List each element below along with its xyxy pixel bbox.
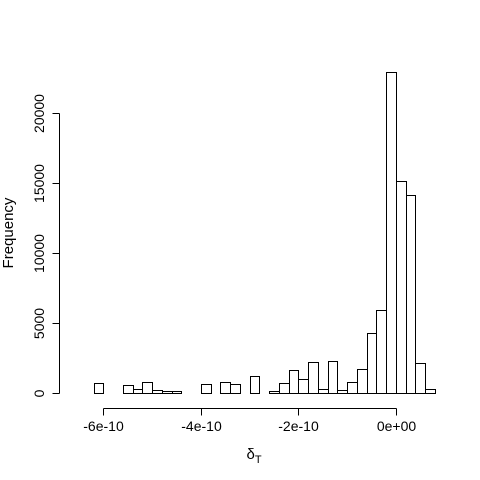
histogram-bar (386, 72, 397, 394)
histogram-bar (425, 389, 436, 394)
x-tick-label: -2e-10 (278, 418, 319, 434)
x-axis: -6e-10 -4e-10 -2e-10 0e+00 (83, 408, 417, 434)
histogram-bar (172, 391, 182, 394)
histogram-bar (152, 390, 163, 394)
x-tick-label: -4e-10 (181, 418, 222, 434)
histogram-bar (337, 390, 348, 394)
histogram-bar (269, 391, 280, 394)
histogram-bar (133, 389, 143, 394)
x-axis-title-main: δ (246, 446, 254, 463)
y-tick-label: 15000 (31, 164, 47, 203)
histogram-bar (230, 384, 241, 394)
x-tick-label: -6e-10 (83, 418, 124, 434)
histogram-bar (328, 361, 338, 394)
histogram-bar (201, 384, 212, 394)
y-tick-label: 5000 (31, 308, 47, 339)
histogram-bar (94, 383, 104, 394)
y-axis-title: Frequency (0, 197, 17, 268)
bars-group (94, 72, 436, 394)
histogram-bar (298, 379, 309, 394)
histogram-bar (220, 382, 231, 394)
histogram-bar (347, 382, 358, 394)
y-tick-label: 0 (31, 389, 47, 397)
x-axis-title-subscript: T (255, 454, 262, 466)
histogram-bar (396, 181, 407, 394)
x-axis-title: δT (246, 446, 261, 466)
histogram-bar (123, 385, 134, 394)
histogram-bar (142, 382, 153, 394)
y-axis: 0 5000 10000 15000 20000 (31, 94, 60, 397)
histogram-bar (250, 376, 260, 394)
x-tick-label: 0e+00 (377, 418, 417, 434)
histogram-bar (162, 391, 173, 394)
y-tick-label: 20000 (31, 94, 47, 133)
histogram-bar (376, 310, 387, 394)
histogram-bar (308, 362, 319, 394)
histogram-bar (318, 389, 329, 394)
histogram-bar (367, 333, 377, 394)
histogram-bar (406, 195, 416, 394)
y-tick-label: 10000 (31, 234, 47, 273)
histogram-bar (289, 370, 299, 394)
histogram-bar (357, 369, 368, 394)
histogram-bar (415, 363, 426, 394)
histogram-bar (279, 383, 290, 394)
